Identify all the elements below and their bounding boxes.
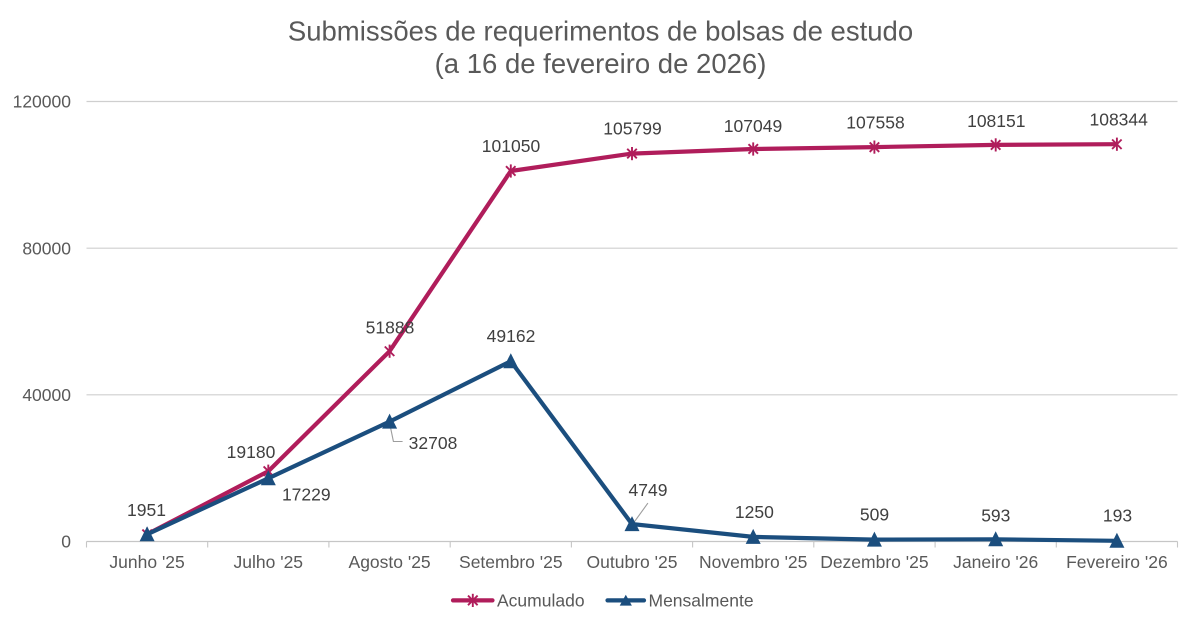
svg-text:40000: 40000: [22, 385, 71, 405]
svg-text:509: 509: [860, 505, 889, 525]
svg-text:101050: 101050: [482, 136, 541, 156]
svg-text:Novembro '25: Novembro '25: [699, 552, 807, 572]
svg-text:0: 0: [61, 532, 71, 552]
svg-text:120000: 120000: [13, 92, 72, 112]
svg-text:107558: 107558: [846, 113, 904, 133]
svg-text:49162: 49162: [487, 326, 536, 346]
svg-text:105799: 105799: [603, 118, 661, 138]
svg-text:19180: 19180: [227, 442, 276, 462]
svg-text:80000: 80000: [22, 238, 71, 258]
svg-text:4749: 4749: [629, 480, 668, 500]
svg-text:51888: 51888: [366, 318, 415, 338]
svg-text:Outubro '25: Outubro '25: [587, 552, 678, 572]
svg-text:Fevereiro '26: Fevereiro '26: [1066, 552, 1168, 572]
svg-text:17229: 17229: [282, 485, 331, 505]
svg-text:Junho '25: Junho '25: [109, 552, 184, 572]
svg-text:1951: 1951: [127, 500, 166, 520]
svg-text:Submissões de requerimentos de: Submissões de requerimentos de bolsas de…: [288, 16, 913, 47]
svg-text:Acumulado: Acumulado: [497, 591, 585, 611]
svg-text:193: 193: [1103, 506, 1132, 526]
svg-text:Mensalmente: Mensalmente: [649, 591, 754, 611]
svg-text:(a 16 de fevereiro de 2026): (a 16 de fevereiro de 2026): [435, 48, 767, 79]
svg-text:Setembro '25: Setembro '25: [459, 552, 563, 572]
svg-text:32708: 32708: [409, 433, 458, 453]
svg-text:593: 593: [981, 506, 1010, 526]
svg-text:1250: 1250: [735, 502, 774, 522]
svg-text:Dezembro '25: Dezembro '25: [820, 552, 928, 572]
svg-text:108151: 108151: [967, 111, 1025, 131]
svg-text:107049: 107049: [724, 116, 782, 136]
svg-text:Julho '25: Julho '25: [234, 552, 304, 572]
svg-text:108344: 108344: [1089, 110, 1148, 130]
svg-text:Agosto '25: Agosto '25: [349, 552, 431, 572]
svg-text:Janeiro '26: Janeiro '26: [953, 552, 1038, 572]
